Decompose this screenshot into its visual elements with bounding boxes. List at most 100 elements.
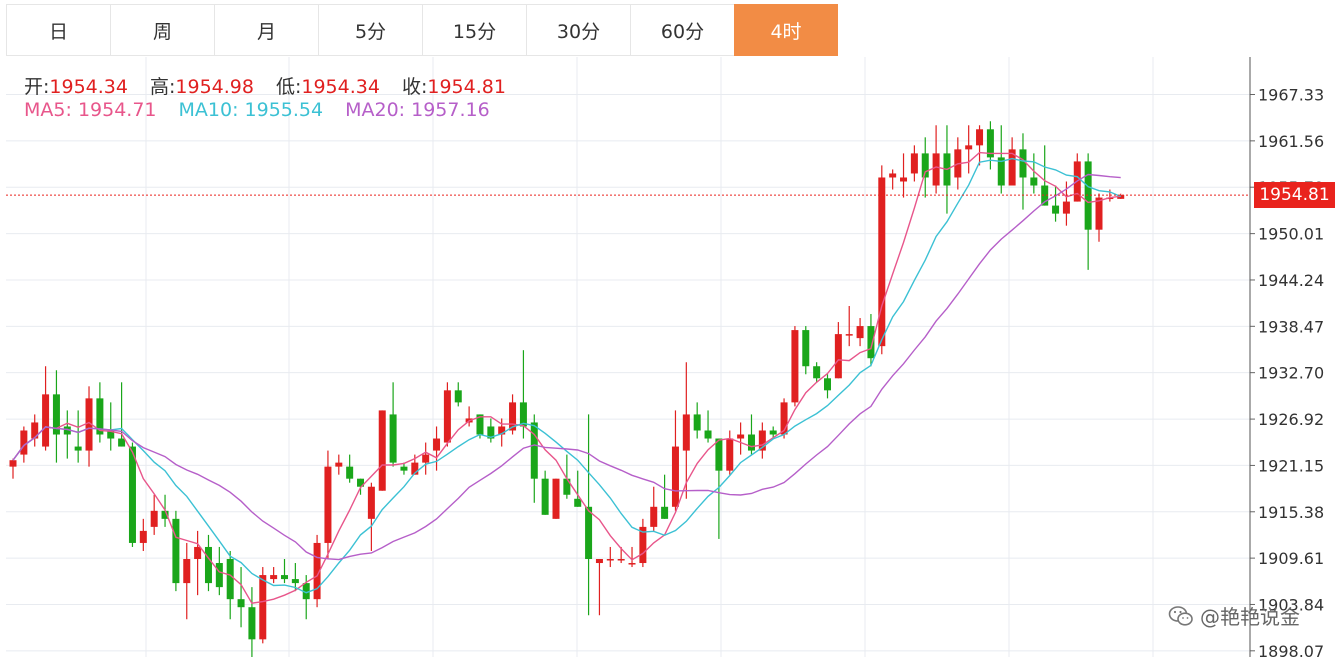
candle-body <box>693 414 701 431</box>
candle-body <box>443 390 451 443</box>
candle-body <box>248 607 256 640</box>
candle-body <box>986 129 994 158</box>
candle-body <box>31 422 39 439</box>
candle-body <box>172 518 180 584</box>
candle-body <box>357 478 365 487</box>
candle-body <box>791 330 799 403</box>
candle-body <box>346 466 354 479</box>
y-tick-label: 1944.24 <box>1258 271 1324 290</box>
ma5-line <box>12 151 1121 604</box>
candle-body <box>128 446 136 543</box>
candle-body <box>889 173 897 178</box>
candle-body <box>552 478 560 519</box>
y-tick-label: 1921.15 <box>1258 456 1324 475</box>
candle-body <box>259 575 267 640</box>
candle-body <box>150 510 158 527</box>
candle-body <box>617 559 625 561</box>
candle-body <box>726 438 734 471</box>
candle-body <box>1062 201 1070 214</box>
candle-body <box>411 462 419 475</box>
candle-body <box>237 599 245 608</box>
tab-5min[interactable]: 5分 <box>318 4 422 56</box>
candle-body <box>118 438 126 447</box>
candle-body <box>650 506 658 527</box>
candle-body <box>1041 185 1049 206</box>
watermark-text: @艳艳说金 <box>1200 605 1300 629</box>
candle-body <box>20 430 28 455</box>
candle-body <box>476 414 484 435</box>
candle-body <box>747 434 755 451</box>
candle-body <box>335 462 343 467</box>
tab-15min[interactable]: 15分 <box>422 4 526 56</box>
candle-body <box>867 326 875 359</box>
candle-body <box>509 402 517 431</box>
high-value: 1954.98 <box>175 76 254 98</box>
candle-body <box>96 398 104 435</box>
timeframe-tabs: 日 周 月 5分 15分 30分 60分 4时 <box>6 4 838 56</box>
candle-body <box>454 390 462 403</box>
candle-body <box>628 563 636 565</box>
candle-body <box>856 326 864 339</box>
open-value: 1954.34 <box>49 76 128 98</box>
tab-30min[interactable]: 30分 <box>526 4 630 56</box>
tab-week[interactable]: 周 <box>110 4 214 56</box>
ma20-value: 1957.16 <box>411 99 490 121</box>
candle-body <box>813 366 821 379</box>
candle-body <box>85 398 93 451</box>
candle-body <box>63 426 71 435</box>
candle-body <box>422 454 430 463</box>
candle-body <box>682 414 690 451</box>
candle-body <box>1008 149 1016 186</box>
candle-body <box>183 559 191 584</box>
candle-body <box>834 334 842 379</box>
candle-body <box>758 430 766 451</box>
watermark: @艳艳说金 <box>1168 601 1300 630</box>
candle-body <box>965 145 973 150</box>
low-value: 1954.34 <box>301 76 380 98</box>
candle-body <box>921 153 929 178</box>
candle-body <box>52 394 60 435</box>
y-tick-label: 1961.56 <box>1258 132 1324 151</box>
y-tick-label: 1903.84 <box>1258 595 1324 614</box>
candle-body <box>780 402 788 435</box>
candle-body <box>389 414 397 463</box>
candle-body <box>541 478 549 515</box>
candle-body <box>1095 197 1103 230</box>
ma10-label: MA10: <box>178 99 239 121</box>
candle-body <box>737 434 745 439</box>
tab-4hour[interactable]: 4时 <box>734 4 838 56</box>
candle-body <box>204 546 212 584</box>
candle-body <box>367 486 375 519</box>
ma10-value: 1955.54 <box>244 99 324 121</box>
candle-body <box>1019 149 1027 178</box>
candle-body <box>1084 161 1092 230</box>
candle-body <box>1030 177 1038 186</box>
candle-body <box>498 426 506 435</box>
candle-body <box>661 506 669 519</box>
y-tick-label: 1932.70 <box>1258 364 1324 383</box>
candle-body <box>900 177 908 182</box>
candle-body <box>574 498 582 507</box>
candle-body <box>324 466 332 543</box>
tab-day[interactable]: 日 <box>6 4 110 56</box>
candle-body <box>824 378 831 391</box>
y-tick-label: 1915.38 <box>1258 503 1324 522</box>
candle-body <box>910 153 918 174</box>
candle-body <box>194 546 202 560</box>
candle-body <box>400 466 408 471</box>
candle-body <box>1052 205 1060 214</box>
candle-body <box>270 575 278 580</box>
candle-body <box>107 430 115 439</box>
candle-body <box>378 410 386 491</box>
ma10-line <box>12 157 1121 594</box>
tab-month[interactable]: 月 <box>214 4 318 56</box>
candle-body <box>704 430 712 439</box>
tab-60min[interactable]: 60分 <box>630 4 734 56</box>
y-tick-label: 1898.07 <box>1258 642 1324 657</box>
ma5-value: 1954.71 <box>77 99 157 121</box>
high-label: 高: <box>149 76 176 98</box>
candle-body <box>585 506 593 560</box>
candle-body <box>291 579 299 584</box>
candle-body <box>519 402 527 427</box>
